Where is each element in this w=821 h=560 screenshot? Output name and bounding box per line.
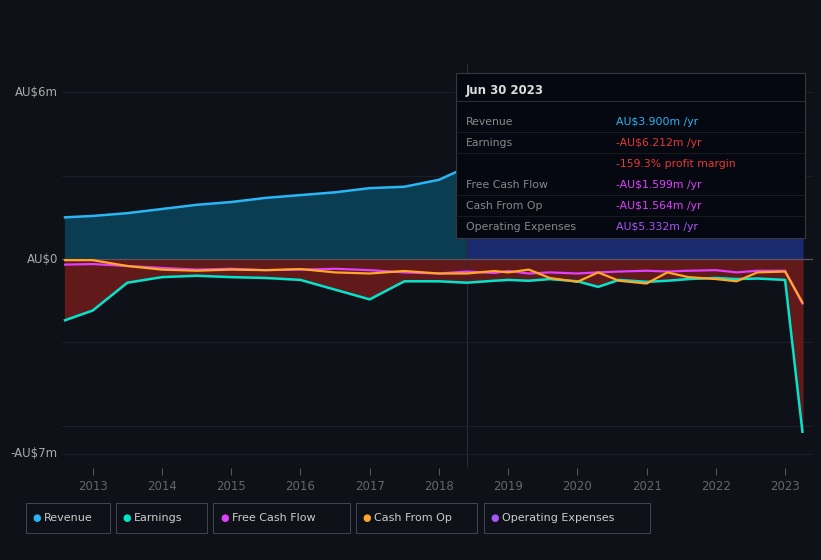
Text: ●: ● <box>220 513 228 523</box>
Text: Operating Expenses: Operating Expenses <box>466 222 576 232</box>
Text: ●: ● <box>122 513 131 523</box>
Text: AU$6m: AU$6m <box>15 86 57 99</box>
Text: Operating Expenses: Operating Expenses <box>502 513 614 523</box>
Text: Revenue: Revenue <box>44 513 93 523</box>
Text: Free Cash Flow: Free Cash Flow <box>232 513 315 523</box>
Text: AU$5.332m /yr: AU$5.332m /yr <box>617 222 698 232</box>
Text: Revenue: Revenue <box>466 118 513 127</box>
Text: AU$0: AU$0 <box>26 253 57 265</box>
Text: ●: ● <box>33 513 41 523</box>
Text: Cash From Op: Cash From Op <box>374 513 452 523</box>
Text: Jun 30 2023: Jun 30 2023 <box>466 84 544 97</box>
Text: ●: ● <box>363 513 371 523</box>
Text: ●: ● <box>490 513 499 523</box>
Text: Earnings: Earnings <box>134 513 182 523</box>
Text: -AU$6.212m /yr: -AU$6.212m /yr <box>617 138 702 148</box>
Text: Earnings: Earnings <box>466 138 512 148</box>
Text: -AU$1.599m /yr: -AU$1.599m /yr <box>617 180 702 190</box>
Text: -AU$1.564m /yr: -AU$1.564m /yr <box>617 201 702 211</box>
Text: AU$3.900m /yr: AU$3.900m /yr <box>617 118 699 127</box>
Text: -159.3% profit margin: -159.3% profit margin <box>617 159 736 169</box>
Text: Cash From Op: Cash From Op <box>466 201 542 211</box>
Text: Free Cash Flow: Free Cash Flow <box>466 180 548 190</box>
Text: -AU$7m: -AU$7m <box>11 447 57 460</box>
